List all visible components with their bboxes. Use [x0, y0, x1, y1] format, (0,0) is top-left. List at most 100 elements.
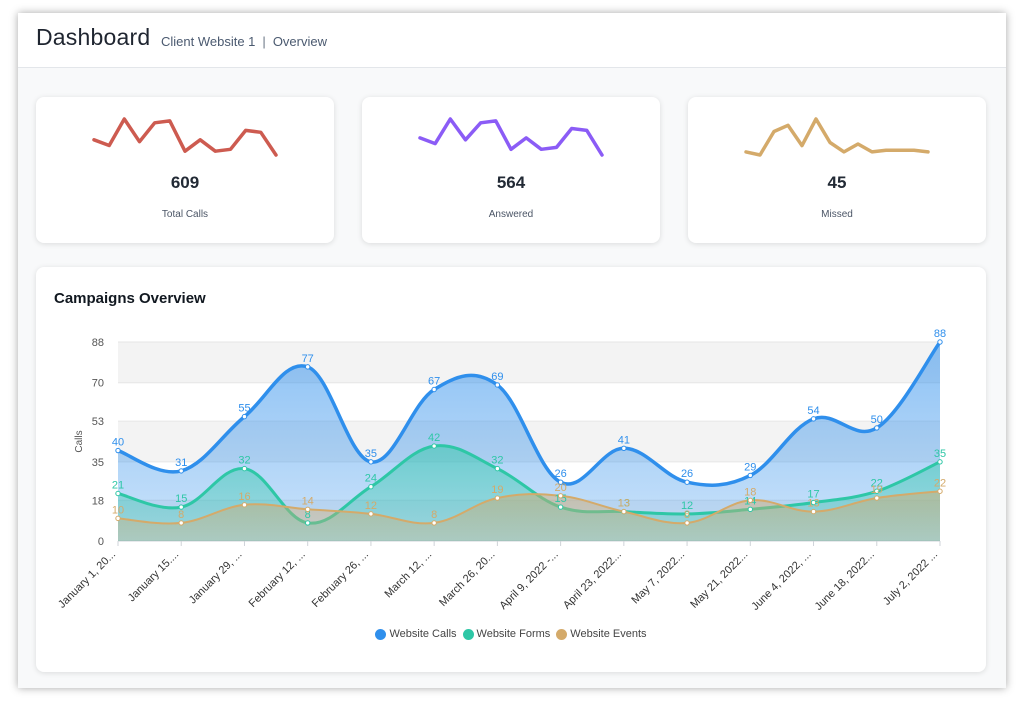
stat-card-missed[interactable]: 45 Missed	[688, 97, 986, 243]
data-point-website-events	[810, 508, 817, 515]
data-point-website-events	[937, 488, 943, 494]
data-label-website-events: 22	[934, 477, 946, 489]
x-tick-label: January 29, ...	[187, 549, 245, 607]
data-label-website-calls: 29	[744, 461, 756, 473]
data-point-website-forms	[304, 520, 311, 526]
data-point-website-calls	[810, 416, 817, 422]
grid-band	[118, 342, 940, 383]
stat-value-missed: 45	[827, 173, 847, 192]
data-point-website-events	[431, 520, 437, 526]
legend-dot-icon	[462, 628, 474, 640]
x-tick-label: March 12, ...	[383, 549, 435, 601]
x-tick-label: February 12, ...	[247, 549, 308, 610]
data-label-website-calls: 41	[618, 434, 630, 446]
x-tick-label: April 9, 2022 -...	[497, 549, 560, 612]
data-point-website-calls	[494, 382, 501, 388]
data-label-website-calls: 55	[238, 403, 250, 415]
stat-label-total-calls: Total Calls	[161, 209, 209, 220]
data-label-website-events: 16	[238, 491, 250, 503]
data-label-website-calls: 77	[302, 353, 314, 365]
legend-item-website-events[interactable]: Website Events	[556, 628, 647, 640]
data-point-website-calls	[684, 479, 690, 485]
page-header: Dashboard Client Website 1 | Overview	[18, 13, 1006, 68]
data-label-website-forms: 24	[365, 473, 377, 485]
data-point-website-events	[874, 495, 880, 501]
breadcrumb-item-overview[interactable]: Overview	[272, 34, 327, 49]
data-point-website-events	[621, 508, 627, 515]
data-point-website-forms	[178, 504, 184, 510]
data-point-website-calls	[115, 447, 121, 454]
x-tick-label: January 15....	[126, 549, 182, 605]
stat-label-answered: Answered	[488, 209, 534, 220]
sparkline-missed	[744, 117, 930, 157]
data-label-website-calls: 54	[807, 405, 819, 417]
y-tick-label: 53	[92, 416, 104, 428]
data-point-website-events	[557, 493, 564, 499]
data-label-website-events: 12	[365, 500, 377, 512]
data-point-website-calls	[431, 386, 437, 393]
data-label-website-forms: 13	[618, 498, 630, 510]
page-title: Dashboard	[36, 24, 151, 50]
sparkline-line-total-calls	[92, 117, 278, 157]
stat-card-total-calls[interactable]: 609 Total Calls	[36, 97, 334, 243]
data-point-website-events	[747, 497, 754, 503]
data-point-website-calls	[874, 425, 880, 431]
data-label-website-forms: 22	[871, 477, 883, 489]
sparkline-answered	[418, 117, 604, 157]
y-tick-label: 18	[92, 495, 104, 507]
legend-item-website-calls[interactable]: Website Calls	[375, 628, 457, 640]
data-label-website-events: 20	[554, 482, 566, 494]
x-tick-label: February 26, ...	[310, 549, 371, 610]
stat-label-missed: Missed	[821, 209, 853, 220]
stat-card-answered[interactable]: 564 Answered	[362, 97, 660, 243]
x-tick-label: June 4, 2022, ...	[749, 549, 813, 613]
data-point-website-events	[494, 495, 501, 501]
data-label-website-forms: 17	[807, 489, 819, 501]
data-label-website-forms: 32	[491, 455, 503, 467]
data-label-website-calls: 26	[554, 468, 566, 480]
data-point-website-calls	[937, 339, 943, 345]
data-label-website-events: 18	[744, 486, 756, 498]
stat-value-total-calls: 609	[170, 173, 200, 192]
data-label-website-calls: 31	[175, 457, 187, 469]
x-tick-label: June 18, 2022...	[813, 549, 877, 613]
data-label-website-events: 14	[302, 495, 314, 507]
legend-item-website-forms[interactable]: Website Forms	[462, 628, 550, 640]
data-label-website-events: 8	[431, 509, 437, 521]
data-point-website-forms	[810, 499, 817, 506]
data-point-website-calls	[747, 472, 754, 479]
data-label-website-events: 19	[491, 484, 503, 496]
breadcrumb-separator: |	[262, 34, 266, 49]
y-tick-label: 35	[92, 457, 104, 469]
data-label-website-forms: 42	[428, 432, 440, 444]
data-label-website-events: 13	[807, 498, 819, 510]
data-point-website-calls	[178, 468, 184, 474]
x-tick-label: January 1, 20...	[56, 549, 118, 611]
y-tick-label: 70	[92, 378, 104, 390]
y-tick-label: 88	[92, 337, 104, 349]
legend-dot-icon	[375, 628, 387, 640]
breadcrumb-item-client-website[interactable]: Client Website 1	[161, 34, 256, 49]
data-point-website-forms	[937, 459, 943, 465]
data-point-website-forms	[747, 506, 754, 513]
breadcrumb: Client Website 1 | Overview	[161, 34, 327, 49]
y-axis-label: Calls	[74, 430, 85, 452]
x-tick-label: April 23, 2022...	[561, 549, 624, 612]
chart-legend: Website Calls Website Forms Website Events	[36, 628, 986, 643]
data-label-website-calls: 88	[934, 328, 946, 340]
sparkline-total-calls	[92, 117, 278, 157]
data-label-website-forms: 15	[554, 493, 566, 505]
data-label-website-events: 19	[871, 484, 883, 496]
data-label-website-calls: 40	[112, 437, 124, 449]
data-label-website-calls: 67	[428, 375, 440, 387]
data-point-website-events	[241, 502, 248, 508]
data-point-website-events	[304, 506, 311, 513]
data-label-website-forms: 12	[681, 500, 693, 512]
data-label-website-calls: 35	[365, 448, 377, 460]
sparkline-line-missed	[744, 117, 930, 157]
legend-label: Website Calls	[389, 628, 457, 640]
data-point-website-forms	[115, 490, 121, 497]
sparkline-line-answered	[418, 117, 604, 157]
legend-dot-icon	[556, 628, 568, 640]
